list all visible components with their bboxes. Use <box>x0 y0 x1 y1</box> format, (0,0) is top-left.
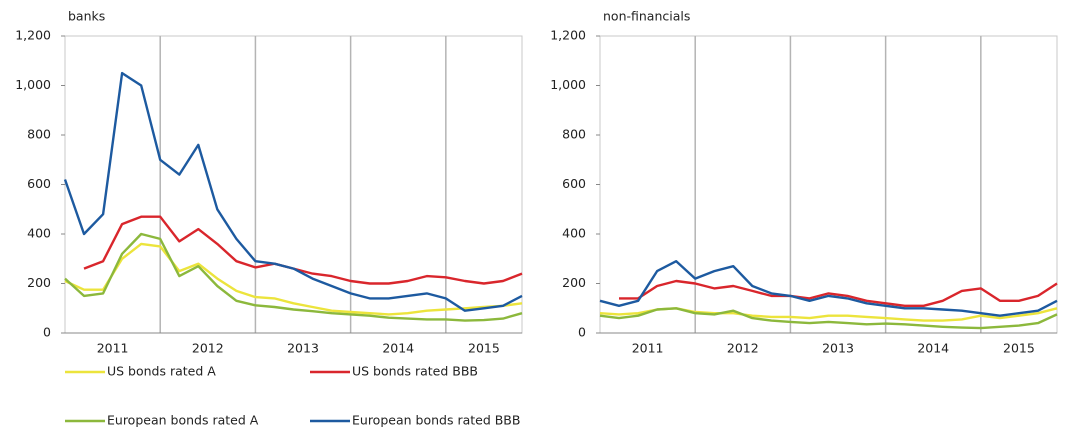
series-line <box>64 242 523 316</box>
panel-title: non-financials <box>603 9 690 24</box>
y-tick-label: 1,000 <box>15 77 51 92</box>
y-tick-label: 400 <box>562 226 586 241</box>
x-tick-label: 2014 <box>382 341 414 356</box>
x-tick-label: 2013 <box>287 341 319 356</box>
legend-label: European bonds rated BBB <box>352 413 520 428</box>
x-tick-label: 2012 <box>192 341 224 356</box>
y-tick-label: 1,200 <box>550 28 586 43</box>
x-tick-label: 2012 <box>727 341 759 356</box>
y-tick-label: 800 <box>562 127 586 142</box>
y-tick-label: 600 <box>562 176 586 191</box>
series-line <box>63 71 523 312</box>
panel-title: banks <box>68 9 105 24</box>
series-line <box>619 279 1058 307</box>
x-tick-label: 2011 <box>97 341 129 356</box>
y-tick-label: 1,200 <box>15 28 51 43</box>
y-tick-label: 400 <box>27 226 51 241</box>
x-tick-label: 2015 <box>468 341 500 356</box>
y-tick-label: 1,000 <box>550 77 586 92</box>
y-tick-label: 200 <box>562 275 586 290</box>
series-line <box>64 232 523 322</box>
x-tick-label: 2013 <box>822 341 854 356</box>
y-tick-label: 0 <box>578 325 586 340</box>
legend-label: US bonds rated A <box>107 364 216 379</box>
y-tick-label: 0 <box>43 325 51 340</box>
plot-frame <box>599 35 1058 334</box>
series-line <box>599 307 1058 330</box>
y-tick-label: 200 <box>27 275 51 290</box>
y-tick-label: 600 <box>27 176 51 191</box>
x-tick-label: 2014 <box>917 341 949 356</box>
legend-label: European bonds rated A <box>107 413 259 428</box>
series-line <box>83 215 523 285</box>
x-tick-label: 2015 <box>1003 341 1035 356</box>
y-tick-label: 800 <box>27 127 51 142</box>
series-line <box>599 260 1058 317</box>
x-tick-label: 2011 <box>632 341 664 356</box>
legend-label: US bonds rated BBB <box>352 364 478 379</box>
